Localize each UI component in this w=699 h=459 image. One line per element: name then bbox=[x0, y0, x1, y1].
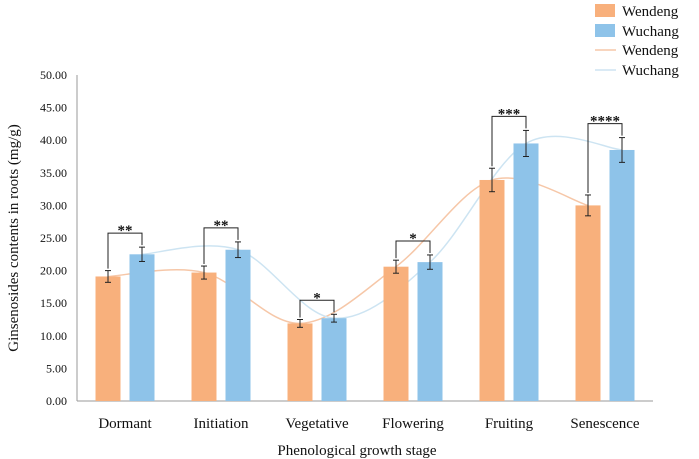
significance-label-dormant: ** bbox=[118, 223, 133, 239]
significance-bracket-fruiting bbox=[491, 115, 527, 167]
x-axis-title: Phenological growth stage bbox=[277, 443, 436, 459]
x-tick-label-senescence: Senescence bbox=[570, 416, 639, 432]
legend: Wendeng Wuchang Wendeng Wuchang bbox=[595, 4, 679, 79]
significance-label-vegetative: * bbox=[313, 290, 321, 306]
legend-swatch-wuchang bbox=[595, 24, 615, 37]
bar-wuchang-vegetative bbox=[321, 318, 347, 401]
y-tick-label: 40.00 bbox=[40, 133, 67, 147]
bar-wendeng-flowering bbox=[383, 266, 409, 401]
significance-bracket-flowering bbox=[395, 240, 431, 259]
y-tick-label: 5.00 bbox=[46, 361, 67, 375]
trendline-wendeng bbox=[107, 177, 589, 325]
y-tick-label: 0.00 bbox=[46, 394, 67, 408]
y-tick-label: 10.00 bbox=[40, 329, 67, 343]
significance-label-initiation: ** bbox=[214, 218, 229, 234]
y-tick-label: 50.00 bbox=[40, 68, 67, 82]
legend-label-wuchang-bar: Wuchang bbox=[622, 24, 679, 40]
bar-wuchang-flowering bbox=[417, 262, 443, 401]
x-tick-label-vegetative: Vegetative bbox=[285, 416, 349, 432]
bar-wendeng-vegetative bbox=[287, 323, 313, 401]
legend-swatch-wendeng bbox=[595, 4, 615, 17]
legend-label-wuchang-line: Wuchang bbox=[622, 63, 679, 79]
bars bbox=[95, 129, 635, 401]
significance-brackets: ** ******* **** bbox=[107, 106, 623, 318]
y-tick-label: 25.00 bbox=[40, 231, 67, 245]
bar-wendeng-initiation bbox=[191, 272, 217, 401]
bar-wuchang-fruiting bbox=[513, 143, 539, 401]
y-tick-label: 45.00 bbox=[40, 101, 67, 115]
y-tick-label: 35.00 bbox=[40, 166, 67, 180]
trendline-layer bbox=[107, 135, 623, 325]
bar-wuchang-initiation bbox=[225, 249, 251, 401]
x-tick-label-dormant: Dormant bbox=[98, 416, 152, 432]
significance-label-flowering: * bbox=[409, 231, 417, 247]
x-tick-label-fruiting: Fruiting bbox=[485, 416, 534, 432]
significance-bracket-dormant bbox=[107, 232, 143, 269]
significance-label-senescence: **** bbox=[590, 114, 620, 130]
significance-bracket-senescence bbox=[587, 123, 623, 193]
y-tick-label: 30.00 bbox=[40, 198, 67, 212]
x-tick-label-initiation: Initiation bbox=[194, 416, 249, 432]
y-tick-label: 15.00 bbox=[40, 296, 67, 310]
significance-bracket-initiation bbox=[203, 227, 239, 265]
significance-bracket-vegetative bbox=[299, 299, 335, 318]
bar-wendeng-senescence bbox=[575, 205, 601, 401]
y-axis-title: Ginsenosides contents in roots (mg/g) bbox=[6, 124, 22, 351]
y-tick-label: 20.00 bbox=[40, 264, 67, 278]
bar-wuchang-dormant bbox=[129, 254, 155, 401]
bar-wendeng-fruiting bbox=[479, 179, 505, 401]
axes bbox=[76, 75, 653, 402]
bar-wendeng-dormant bbox=[95, 276, 121, 401]
significance-label-fruiting: *** bbox=[498, 106, 521, 122]
bar-wuchang-senescence bbox=[609, 149, 635, 401]
x-tick-label-flowering: Flowering bbox=[382, 416, 444, 432]
legend-label-wendeng-bar: Wendeng bbox=[622, 4, 679, 20]
x-tick-labels: Dormant Initiation Vegetative Flowering Frui… bbox=[98, 416, 640, 432]
legend-label-wendeng-line: Wendeng bbox=[622, 43, 679, 59]
y-tick-labels: 0.00 5.00 10.00 15.00 20.00 25.00 30.00 35.00 40… bbox=[40, 68, 67, 408]
